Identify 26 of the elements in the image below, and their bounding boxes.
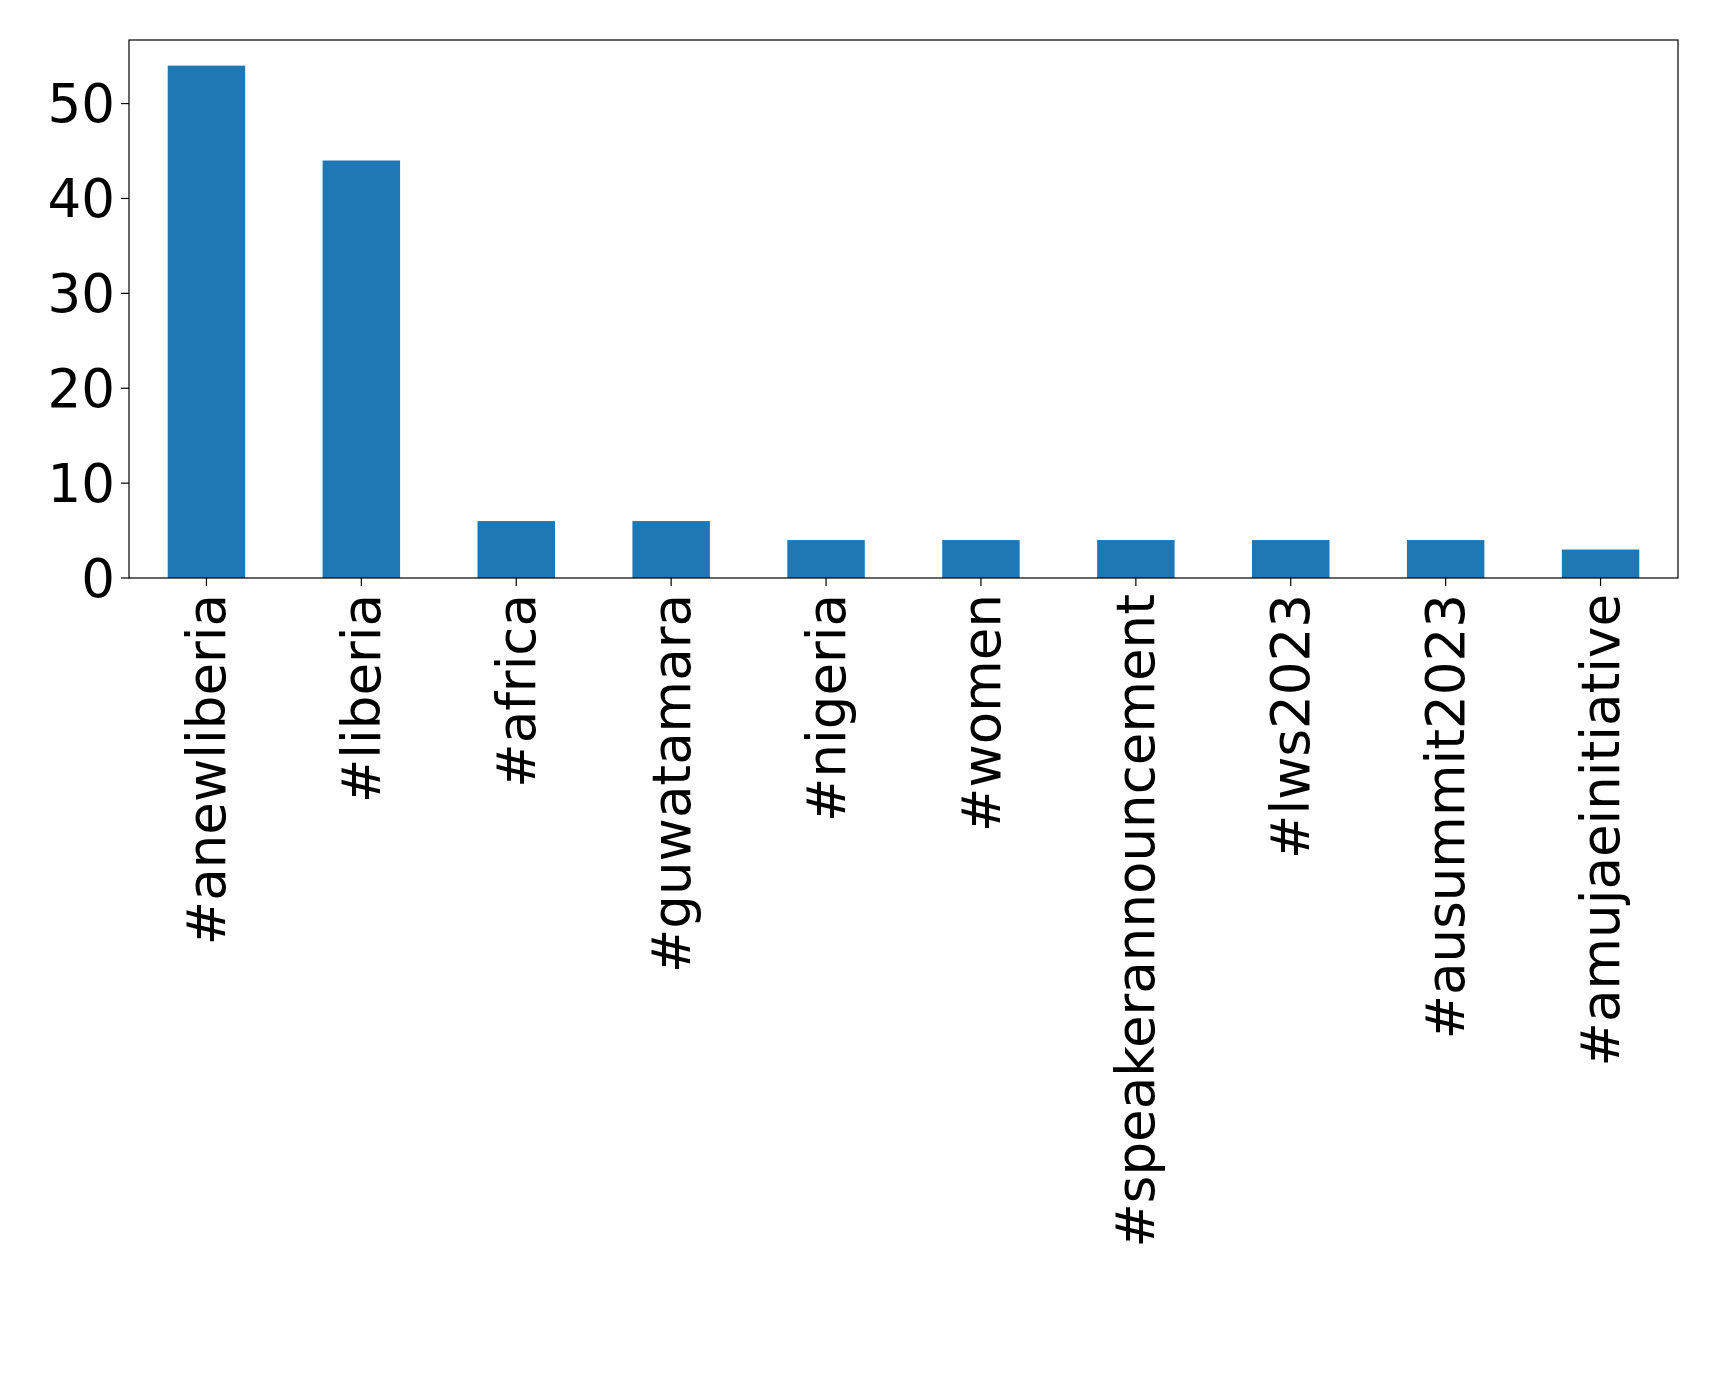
- bar: [167, 65, 246, 578]
- y-tick-label: 30: [47, 262, 115, 324]
- x-tick-label: #women: [950, 594, 1012, 833]
- y-tick-label: 50: [47, 73, 115, 135]
- y-tick-label: 20: [47, 357, 115, 419]
- bar: [632, 521, 710, 578]
- y-tick-label: 10: [47, 452, 115, 514]
- x-tick-label: #lws2023: [1260, 594, 1322, 859]
- bar: [787, 540, 865, 578]
- x-tick-label: #africa: [485, 594, 547, 788]
- bar: [1406, 540, 1485, 578]
- bar: [942, 540, 1020, 578]
- x-tick-label: #ausummit2023: [1415, 594, 1477, 1040]
- x-tick-label: #nigeria: [795, 594, 857, 822]
- bar: [1097, 540, 1175, 578]
- bar: [322, 160, 401, 578]
- x-tick-label: #anewliberia: [176, 594, 237, 946]
- x-tick-label: #speakerannouncement: [1105, 594, 1167, 1248]
- bar: [1561, 549, 1640, 578]
- bar: [477, 521, 555, 578]
- bar: [1252, 540, 1330, 578]
- x-tick-label: #liberia: [330, 594, 392, 804]
- x-tick-label: #amujaeinitiative: [1570, 594, 1632, 1067]
- y-tick-label: 0: [81, 547, 115, 609]
- x-tick-label: #guwatamara: [640, 594, 702, 974]
- y-tick-label: 40: [47, 168, 115, 230]
